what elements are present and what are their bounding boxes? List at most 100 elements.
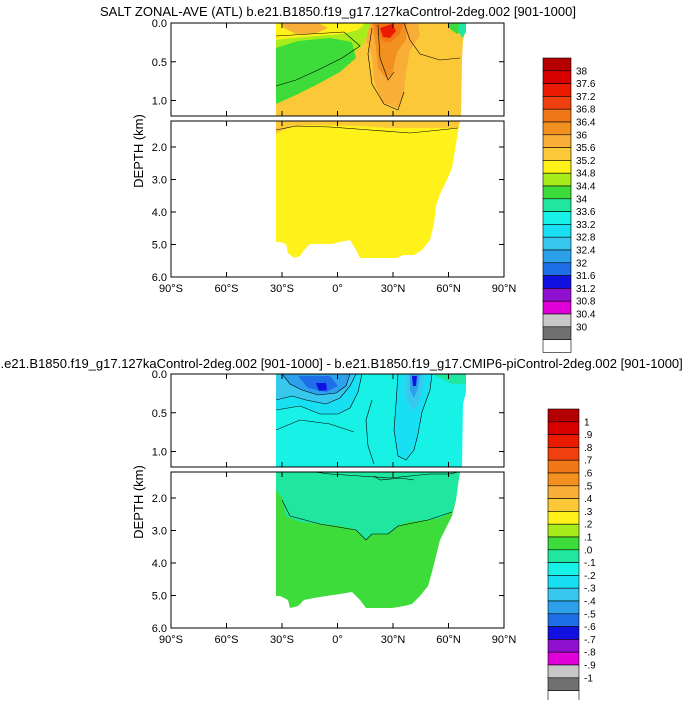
colorbar-swatch [547,690,580,704]
panel-2: b.e21.B1850.f19_g17.127kaControl-2deg.00… [0,356,683,704]
panel-2-lower-field [276,472,460,608]
colorbar-label: 37.6 [576,79,596,90]
y-tick-label: 6.0 [152,623,167,635]
colorbar-label: 34 [576,194,588,205]
colorbar-label: .7 [584,456,593,467]
colorbar-swatch [547,408,580,423]
colorbar-label: 33.6 [576,207,596,218]
colorbar-swatch [542,108,572,123]
colorbar-label: .4 [584,494,593,505]
colorbar-label: .3 [584,507,593,518]
colorbar-swatch [547,498,580,512]
colorbar-label: .0 [584,545,593,556]
x-tick-label: 0° [332,634,343,646]
panel-2-axes: 90°S 60°S 30°S 0° 30°N 60°N 90°N 0.0 0.5 1.0 2.0 3.… [152,369,517,646]
colorbar-swatch [547,562,580,576]
x-tick-label: 30°S [270,283,294,295]
y-tick-label: 4.0 [152,558,167,570]
colorbar-label: -.4 [584,597,596,608]
colorbar-label: 35.2 [576,156,596,167]
colorbar-label: 31.2 [576,284,596,295]
colorbar-swatch [542,300,572,315]
colorbar-swatch [547,485,580,499]
colorbar-swatch [547,587,580,602]
x-tick-label: 60°S [215,283,239,295]
colorbar-label: -.7 [584,635,596,646]
colorbar-swatch [542,160,572,174]
colorbar-swatch [547,536,580,551]
y-tick-label: 4.0 [152,207,167,219]
colorbar-label: -.9 [584,661,596,672]
colorbar-label: -.3 [584,584,596,595]
y-tick-label: 1.0 [152,447,167,459]
y-tick-label: 2.0 [152,142,167,154]
colorbar-swatch [547,639,580,653]
x-tick-label: 30°S [270,634,294,646]
colorbar-swatch [547,421,580,435]
colorbar-swatch [542,198,572,212]
colorbar-label: 30.4 [576,310,596,321]
colorbar-swatch [547,613,580,627]
colorbar-swatch [542,224,572,238]
colorbar-label: 31.6 [576,271,596,282]
y-tick-label: 2.0 [152,493,167,505]
colorbar-label: 37.2 [576,92,596,103]
x-tick-label: 90°N [492,634,517,646]
colorbar-label: 34.4 [576,182,596,193]
colorbar-label: -.1 [584,558,596,569]
colorbar-label: -1 [584,673,593,684]
y-tick-label: 0.0 [152,369,167,381]
panel-1-title: SALT ZONAL-AVE (ATL) b.e21.B1850.f19_g17… [100,4,576,19]
x-tick-label: 60°S [215,634,239,646]
colorbar-swatch [542,96,572,110]
colorbar-label: .9 [584,430,593,441]
colorbar-swatch [547,575,580,589]
panel-1-lower-field [275,121,460,258]
colorbar-swatch [542,172,572,187]
colorbar-label: 32.4 [576,246,596,257]
colorbar-swatch [547,472,580,487]
x-tick-label: 90°S [159,634,183,646]
y-tick-label: 0.5 [152,408,167,420]
y-tick-label: 0.0 [152,18,167,30]
colorbar-swatch [542,339,572,353]
colorbar-swatch [542,288,572,302]
colorbar-swatch [542,313,572,328]
y-tick-label: 3.0 [152,526,167,538]
colorbar-label: .8 [584,443,593,454]
colorbar-label: 30 [576,322,588,333]
colorbar-label: 32.8 [576,233,596,244]
y-tick-label: 0.5 [152,57,167,69]
x-tick-label: 30°N [381,634,406,646]
x-tick-label: 90°S [159,283,183,295]
y-tick-label: 5.0 [152,240,167,252]
x-tick-label: 60°N [436,634,461,646]
colorbar-swatch [547,651,580,666]
panel-2-ylabel: DEPTH (km) [131,465,146,539]
colorbar-swatch [542,121,572,136]
colorbar-label: 33.2 [576,220,596,231]
colorbar-label: -.8 [584,648,596,659]
colorbar-label: 36 [576,130,588,141]
colorbar-label: 1 [584,417,590,428]
colorbar-label: 30.8 [576,297,596,308]
colorbar-swatch [547,664,580,679]
colorbar-swatch [547,626,580,640]
colorbar-swatch [542,57,572,72]
panel-2-colorbar: 1 .9 .8 .7 .6.5 .4 .3 .2 .1.0 -.1 -.2 -.3 -.4-.5 -.6 -… [547,408,596,704]
colorbar-swatch [542,249,572,264]
colorbar-label: .2 [584,520,593,531]
panel-1-colorbar: 38 37.6 37.2 36.8 36.436 35.6 35.2 34.8 34.434 33… [542,57,596,353]
colorbar-label: -.5 [584,609,596,620]
colorbar-swatch [542,262,572,276]
panel-1-ylabel: DEPTH (km) [131,114,146,188]
panel-2-upper-field [275,374,466,467]
colorbar-label: 32 [576,258,588,269]
colorbar-swatch [542,134,572,148]
colorbar-swatch [542,147,572,161]
colorbar-label: 36.4 [576,118,596,129]
colorbar-swatch [542,236,572,251]
y-tick-label: 6.0 [152,272,167,284]
colorbar-label: -.2 [584,571,596,582]
